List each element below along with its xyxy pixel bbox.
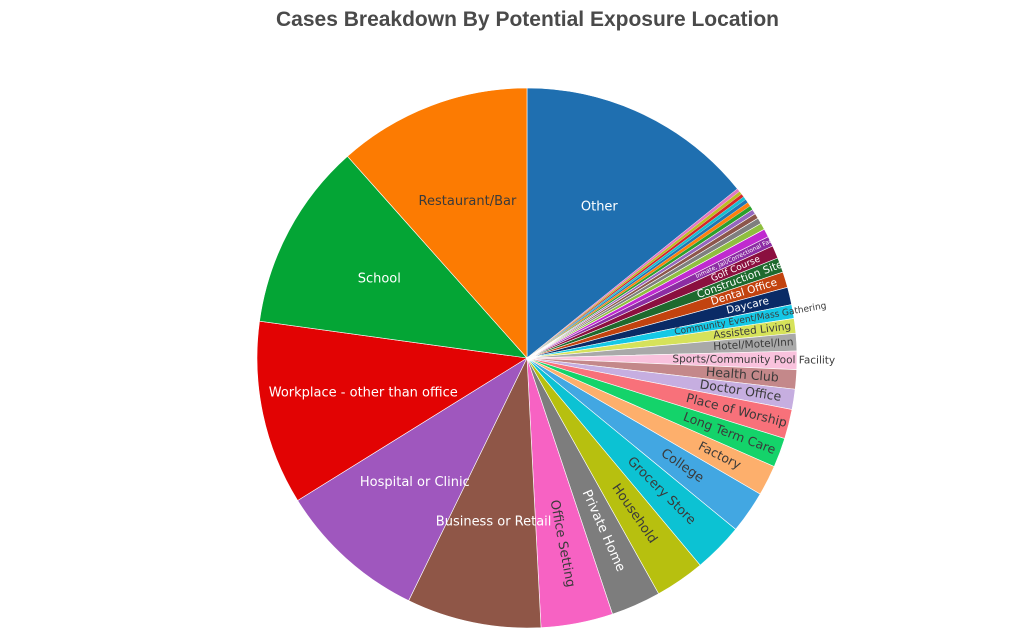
slice-label-hospital-or-clinic: Hospital or Clinic: [360, 475, 470, 490]
chart-title: Cases Breakdown By Potential Exposure Lo…: [276, 8, 779, 31]
pie-slice-hospital-or-clinic: [297, 357, 528, 602]
slice-label-health-club: Health Club: [705, 364, 779, 385]
pie-slice-school: [259, 155, 528, 359]
slice-label-sports-community-pool-facility: Sports/Community Pool Facility: [672, 353, 835, 366]
slice-label-workplace-other-than-office: Workplace - other than office: [269, 385, 458, 400]
slice-label-school: School: [358, 272, 401, 287]
slice-label-restaurant-bar: Restaurant/Bar: [419, 194, 517, 209]
pie-slices: [256, 87, 798, 629]
pie-slice-business-or-retail: [408, 356, 542, 629]
pie-slice-other: [526, 87, 738, 359]
slice-label-hotel-motel-inn: Hotel/Motel/Inn: [713, 336, 794, 353]
pie-slice-restaurant-bar: [347, 87, 528, 359]
pie-slice-workplace-other-than-office: [256, 320, 528, 501]
slice-label-business-or-retail: Business or Retail: [436, 515, 552, 530]
slice-label-other: Other: [581, 200, 619, 215]
